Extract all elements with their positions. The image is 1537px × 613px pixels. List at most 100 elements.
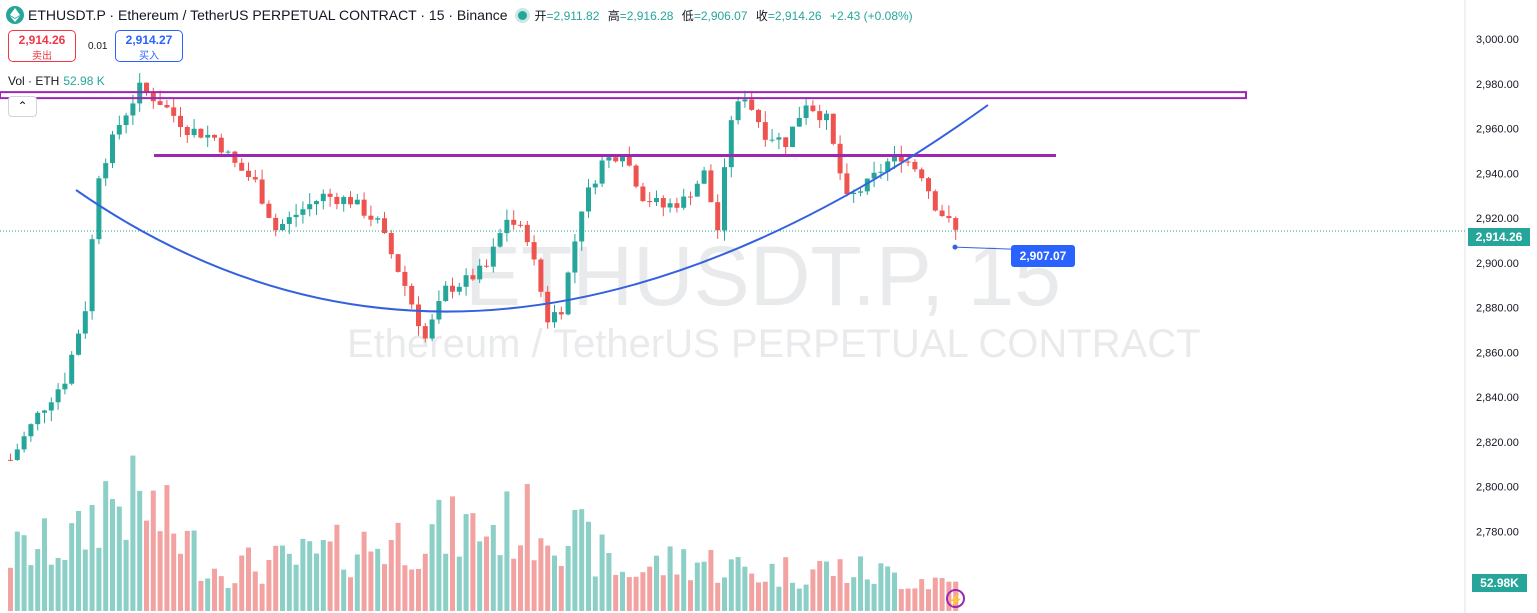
volume-bar [150,490,156,611]
candle-body [504,219,510,234]
volume-bar [681,549,687,611]
volume-bar [905,588,911,611]
spread-value: 0.01 [88,41,108,52]
candle-body [858,191,863,193]
candle-body [273,217,279,231]
volume-bar [824,561,829,611]
volume-bar [742,566,748,611]
price-annotation-label[interactable]: 2,907.07 [1011,245,1075,267]
candle-body [96,178,102,240]
candle-body [490,246,496,267]
buy-button[interactable]: 2,914.27 买入 [115,30,183,62]
volume-bar [300,538,306,611]
volume-bar [239,555,245,611]
volume-bar [232,583,238,611]
ethereum-icon [6,6,24,24]
volume-bar [463,514,469,611]
y-tick-label: 2,980.00 [1476,79,1519,91]
candle-body [558,312,564,315]
candle-body [851,192,857,195]
volume-bar [416,568,421,611]
volume-bar [286,553,292,611]
volume-bar [939,578,945,611]
candle-body [307,204,313,210]
sell-button[interactable]: 2,914.26 卖出 [8,30,76,62]
buy-label: 买入 [139,51,159,62]
volume-bar [749,573,755,611]
candle-body [35,412,41,425]
candle-body [382,218,387,234]
candle-body [796,118,802,127]
y-tick-label: 2,840.00 [1476,392,1519,404]
candle-body [932,191,938,211]
volume-bar [48,564,54,611]
candle-body [150,92,156,102]
candle-body [123,115,129,126]
volume-bar [633,576,639,611]
candle-body [939,210,945,217]
volume-bar [735,557,741,611]
candle-body [728,120,734,168]
volume-bar [130,455,136,611]
candle-body [184,127,190,136]
candle-body [518,224,523,226]
volume-bar [844,582,850,611]
candle-body [647,201,653,203]
candle-body [817,111,823,121]
current-price-badge: 2,914.26 [1468,228,1530,246]
volume-bar [715,582,721,611]
y-tick-label: 2,800.00 [1476,482,1519,494]
candle-body [579,211,585,242]
y-tick-label: 2,860.00 [1476,347,1519,359]
candle-body [42,410,47,413]
candle-body [674,203,680,208]
volume-bar [722,577,727,611]
candle-body [844,173,850,195]
candle-body [456,286,462,292]
volume-bar [456,556,462,611]
candle-body [688,196,693,198]
ohlc-values: 开=2,911.82 高=2,916.28 低=2,906.07 收=2,914… [534,8,913,23]
volume-bar [484,536,489,611]
volume-bar [878,563,884,611]
candle-body [565,272,571,315]
candle-body [810,105,816,112]
volume-bar [293,564,299,611]
volume-bar [212,568,217,611]
volume-bar [858,556,863,611]
watermark-symbol: ETHUSDT.P, 15 [465,229,1061,323]
volume-bar [395,522,401,611]
candle-body [48,402,54,411]
candle-body [368,215,374,220]
sell-price: 2,914.26 [18,33,66,47]
symbol-title[interactable]: ETHUSDT.P · Ethereum / TetherUS PERPETUA… [28,7,508,23]
candle-body [69,354,75,384]
candle-body [348,197,353,205]
candle-body [14,449,20,460]
lightning-icon[interactable]: ⚡ [946,589,965,608]
volume-bar [225,587,231,611]
chevron-up-icon[interactable]: ⌃ [8,96,37,117]
volume-bar [579,509,585,611]
candle-body [157,101,163,105]
volume-bar [69,523,75,611]
volume-bar [246,547,251,611]
volume-bar [307,541,313,611]
volume-bar [851,577,857,611]
candle-body [552,312,557,323]
volume-bar [35,549,41,611]
candle-body [218,137,224,153]
resistance-band [0,91,1247,100]
volume-bar [810,569,816,611]
volume-bar [341,569,347,611]
candle-body [803,105,809,119]
candle-body [586,187,591,212]
candle-body [422,326,428,339]
candle-body [402,271,408,286]
volume-bar [402,565,408,611]
volume-bar [164,485,170,611]
volume-legend[interactable]: Vol · ETH 52.98 K [8,74,105,88]
candle-body [327,193,333,197]
candle-body [654,198,659,203]
